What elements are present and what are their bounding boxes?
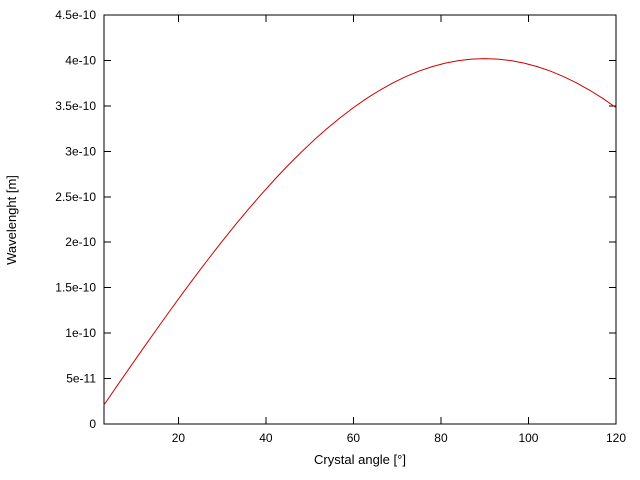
y-tick-label: 1e-10 <box>65 326 96 340</box>
x-tick-label: 60 <box>347 431 361 445</box>
y-tick-label: 0 <box>89 417 96 431</box>
x-tick-label: 80 <box>434 431 448 445</box>
axes-group: 20 40 60 80 100 120 0 5e-11 1e-10 1.5e-10 2e-10 2.5… <box>55 8 626 445</box>
y-tick-label: 3.5e-10 <box>55 99 96 113</box>
y-tick-label: 2.5e-10 <box>55 190 96 204</box>
x-tick-label: 120 <box>606 431 626 445</box>
x-axis-label: Crystal angle [°] <box>314 452 406 467</box>
y-tick-label: 4.5e-10 <box>55 8 96 22</box>
y-axis-label: Wavelenght [m] <box>4 175 19 265</box>
x-tick-label: 20 <box>172 431 186 445</box>
x-tick-label: 100 <box>518 431 538 445</box>
y-tick-label: 1.5e-10 <box>55 281 96 295</box>
plot-border <box>103 14 617 425</box>
series-group <box>103 58 617 406</box>
y-tick-label: 3e-10 <box>65 144 96 158</box>
data-curve-wavelength <box>103 58 617 406</box>
x-tick-label: 40 <box>259 431 273 445</box>
y-tick-label: 5e-11 <box>66 372 96 386</box>
y-tick-label: 4e-10 <box>65 53 96 67</box>
y-tick-label: 2e-10 <box>65 235 96 249</box>
